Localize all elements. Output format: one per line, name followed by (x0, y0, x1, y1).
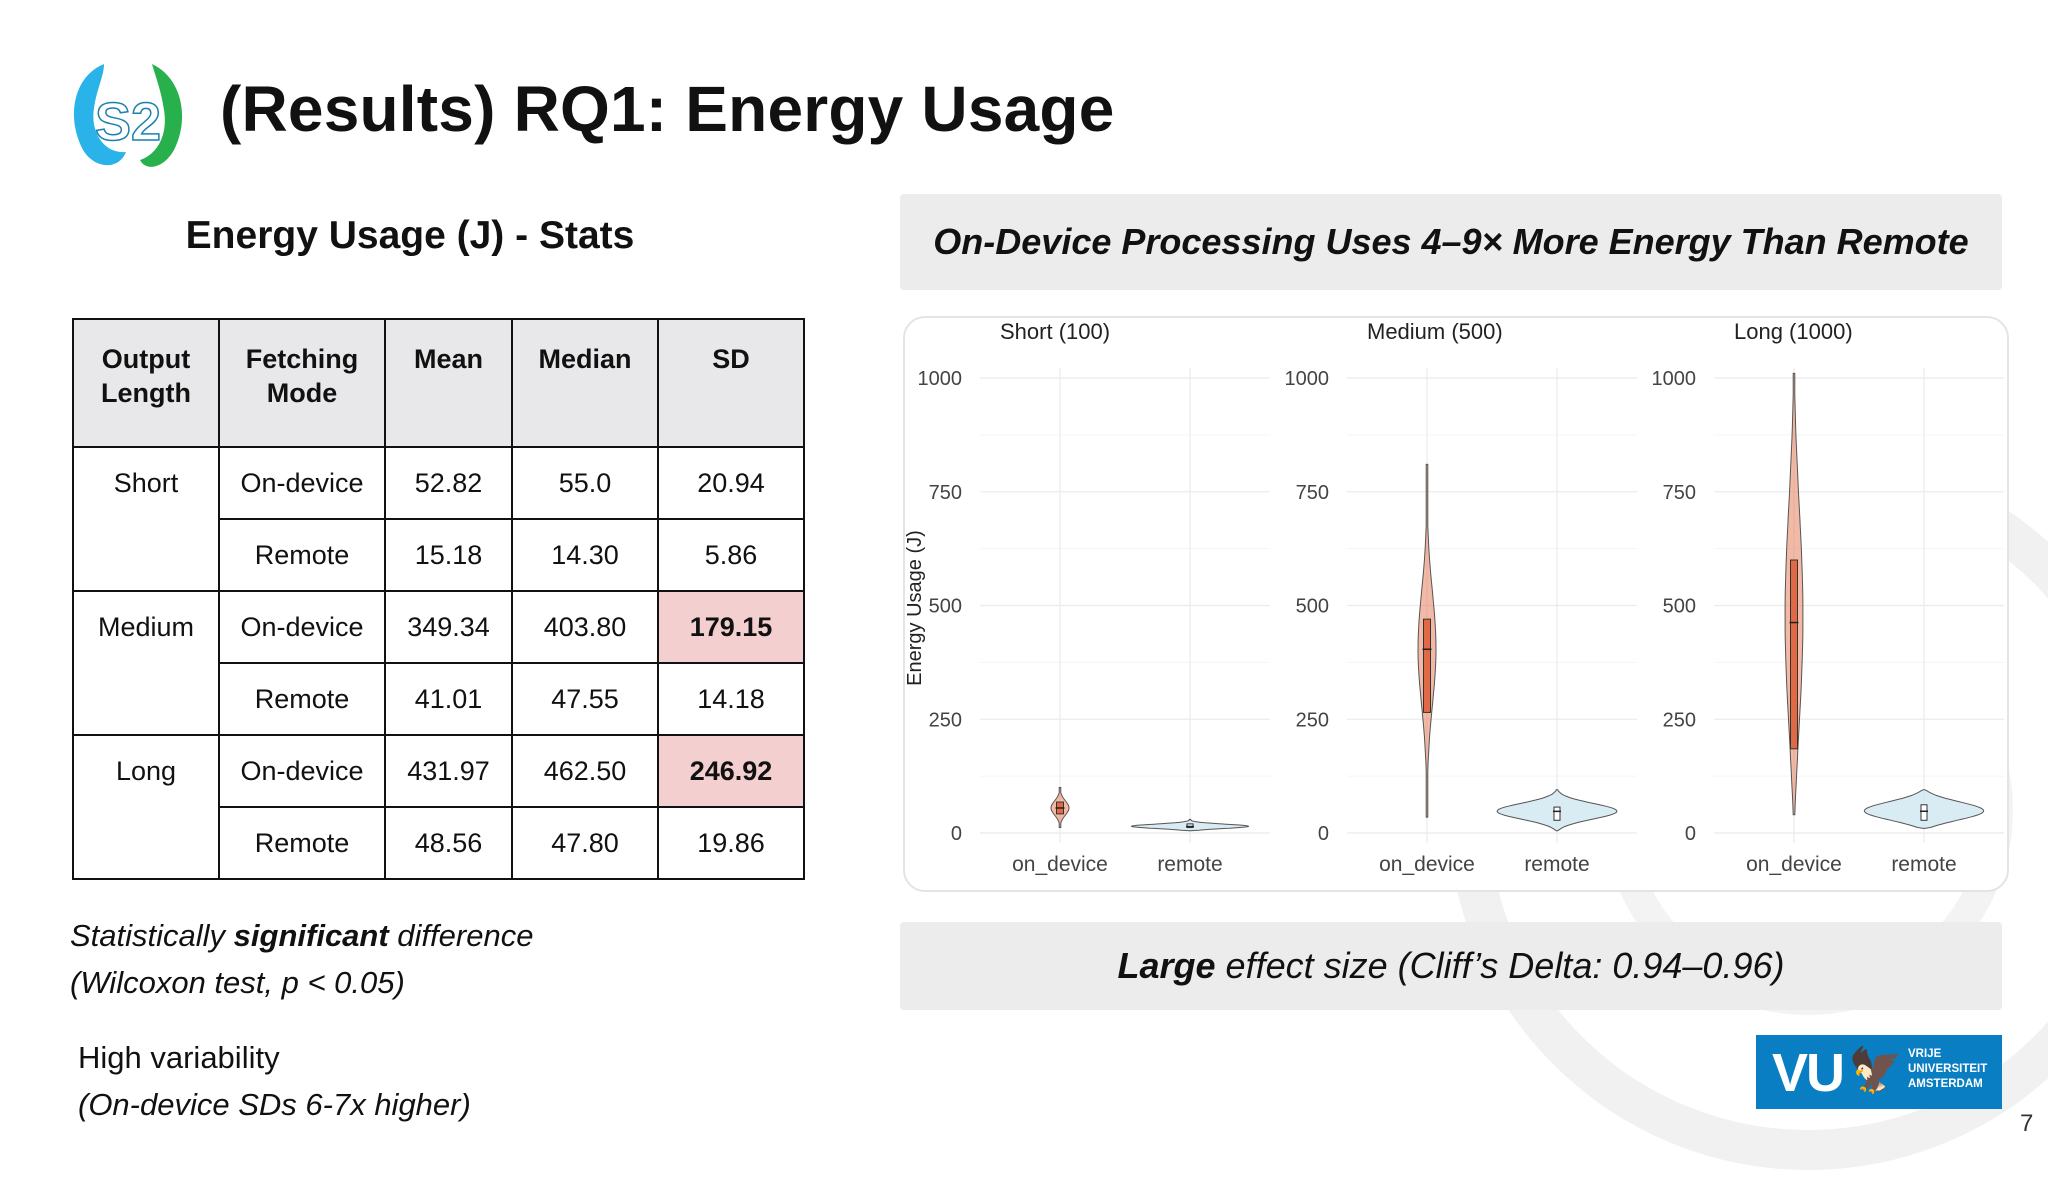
cell-mean: 349.34 (384, 590, 513, 664)
y-tick-label: 250 (929, 709, 962, 731)
cell-median: 403.80 (511, 590, 659, 664)
group-label-short: Short (72, 446, 220, 592)
cell-mode: On-device (218, 590, 386, 664)
variability-line2: (On-device SDs 6-7x higher) (78, 1087, 471, 1122)
header-mean: Mean (384, 318, 513, 448)
box-on_device (1423, 618, 1431, 713)
cell-mean: 431.97 (384, 734, 513, 808)
vu-amsterdam-logo: VU 🦅 VRIJE UNIVERSITEIT AMSTERDAM (1756, 1035, 2002, 1109)
y-tick-label: 750 (929, 482, 962, 504)
significance-detail: (Wilcoxon test, p < 0.05) (70, 965, 405, 1000)
s2-logo-icon: S2 (64, 56, 192, 176)
cell-median: 47.55 (511, 662, 659, 736)
effect-size-bold: Large (1117, 945, 1216, 986)
x-tick-label: on_device (1012, 853, 1108, 876)
table-row: Long On-device 431.97 462.50 246.92 (72, 734, 805, 880)
cell-mode: Remote (218, 662, 386, 736)
violin-chart-panel: Energy Usage (J) Short (100) 0 250 500 750 100… (903, 316, 2009, 892)
effect-size-rest: effect size (Cliff’s Delta: 0.94–0.96) (1215, 945, 1785, 986)
header-median: Median (511, 318, 659, 448)
cell-median: 47.80 (511, 806, 659, 880)
box-remote (1920, 804, 1928, 821)
box-remote (1186, 823, 1194, 829)
variability-line1: High variability (78, 1040, 280, 1075)
x-tick-label: remote (1891, 853, 1956, 876)
cell-mode: Remote (218, 518, 386, 592)
y-tick-label: 250 (1663, 709, 1696, 731)
slide-title: (Results) RQ1: Energy Usage (220, 73, 1115, 145)
cell-median: 55.0 (511, 446, 659, 520)
panel-title: Short (100) (1000, 319, 1110, 344)
panel-title: Long (1000) (1734, 319, 1853, 344)
stats-title: Energy Usage (J) - Stats (185, 214, 635, 257)
effect-size-banner: Large effect size (Cliff’s Delta: 0.94–0… (900, 922, 2002, 1010)
y-tick-label: 1000 (1652, 368, 1697, 390)
x-tick-label: on_device (1746, 853, 1842, 876)
variability-note: High variability (On-device SDs 6-7x hig… (78, 1034, 471, 1128)
table-row: Remote 48.56 47.80 19.86 (73, 806, 805, 880)
violin-chart: Energy Usage (J) Short (100) 0 250 500 750 100… (905, 319, 2004, 876)
vu-name-line1: VRIJE (1908, 1048, 1942, 1060)
group-label-long: Long (72, 734, 220, 880)
vu-name-line2: UNIVERSITEIT (1908, 1063, 1988, 1075)
x-tick-label: remote (1157, 853, 1222, 876)
cell-sd: 19.86 (657, 806, 805, 880)
x-tick-label: on_device (1379, 853, 1475, 876)
header-fetching-mode: Fetching Mode (218, 318, 386, 448)
significance-post: difference (388, 918, 534, 953)
cell-median: 462.50 (511, 734, 659, 808)
y-tick-label: 750 (1296, 482, 1329, 504)
table-row: Medium On-device 349.34 403.80 179.15 (72, 590, 805, 736)
table-row: Short On-device 52.82 55.0 20.94 (72, 446, 805, 592)
y-tick-label: 0 (1318, 823, 1329, 845)
significance-pre: Statistically (70, 918, 234, 953)
header-sd: SD (657, 318, 805, 448)
cell-sd-highlighted: 246.92 (657, 734, 805, 808)
group-label-medium: Medium (72, 590, 220, 736)
box-on_device (1790, 559, 1798, 750)
y-tick-label: 1000 (918, 368, 963, 390)
y-axis-label: Energy Usage (J) (905, 530, 926, 686)
table-row: Remote 15.18 14.30 5.86 (73, 518, 805, 592)
significance-note: Statistically significant difference (Wi… (70, 912, 533, 1006)
panel-title: Medium (500) (1367, 319, 1503, 344)
cell-mode: On-device (218, 446, 386, 520)
cell-mean: 41.01 (384, 662, 513, 736)
x-tick-label: remote (1524, 853, 1589, 876)
y-tick-label: 500 (1663, 596, 1696, 618)
headline-banner: On-Device Processing Uses 4–9× More Ener… (900, 194, 2002, 290)
vu-mark: VU (1772, 1043, 1845, 1103)
table-row: Remote 41.01 47.55 14.18 (73, 662, 805, 736)
cell-sd: 5.86 (657, 518, 805, 592)
y-tick-label: 750 (1663, 482, 1696, 504)
griffin-icon: 🦅 (1848, 1046, 1903, 1095)
cell-sd-highlighted: 179.15 (657, 590, 805, 664)
significance-bold: significant (233, 918, 389, 953)
cell-mode: On-device (218, 734, 386, 808)
table-header-row: Output Length Fetching Mode Mean Median … (72, 318, 805, 448)
y-tick-label: 1000 (1285, 368, 1330, 390)
box-remote (1553, 806, 1561, 821)
cell-sd: 14.18 (657, 662, 805, 736)
y-tick-label: 250 (1296, 709, 1329, 731)
header-output-length: Output Length (72, 318, 220, 448)
y-tick-label: 0 (1685, 823, 1696, 845)
y-tick-label: 500 (929, 596, 962, 618)
cell-mean: 52.82 (384, 446, 513, 520)
vu-name: VRIJE UNIVERSITEIT AMSTERDAM (1908, 1047, 1987, 1092)
cell-sd: 20.94 (657, 446, 805, 520)
y-tick-label: 500 (1296, 596, 1329, 618)
y-tick-label: 0 (951, 823, 962, 845)
cell-median: 14.30 (511, 518, 659, 592)
stats-table: Output Length Fetching Mode Mean Median … (72, 318, 805, 880)
cell-mode: Remote (218, 806, 386, 880)
logo-text: S2 (95, 92, 161, 152)
cell-mean: 48.56 (384, 806, 513, 880)
vu-name-line3: AMSTERDAM (1908, 1078, 1983, 1090)
cell-mean: 15.18 (384, 518, 513, 592)
page-number: 7 (2020, 1110, 2034, 1137)
